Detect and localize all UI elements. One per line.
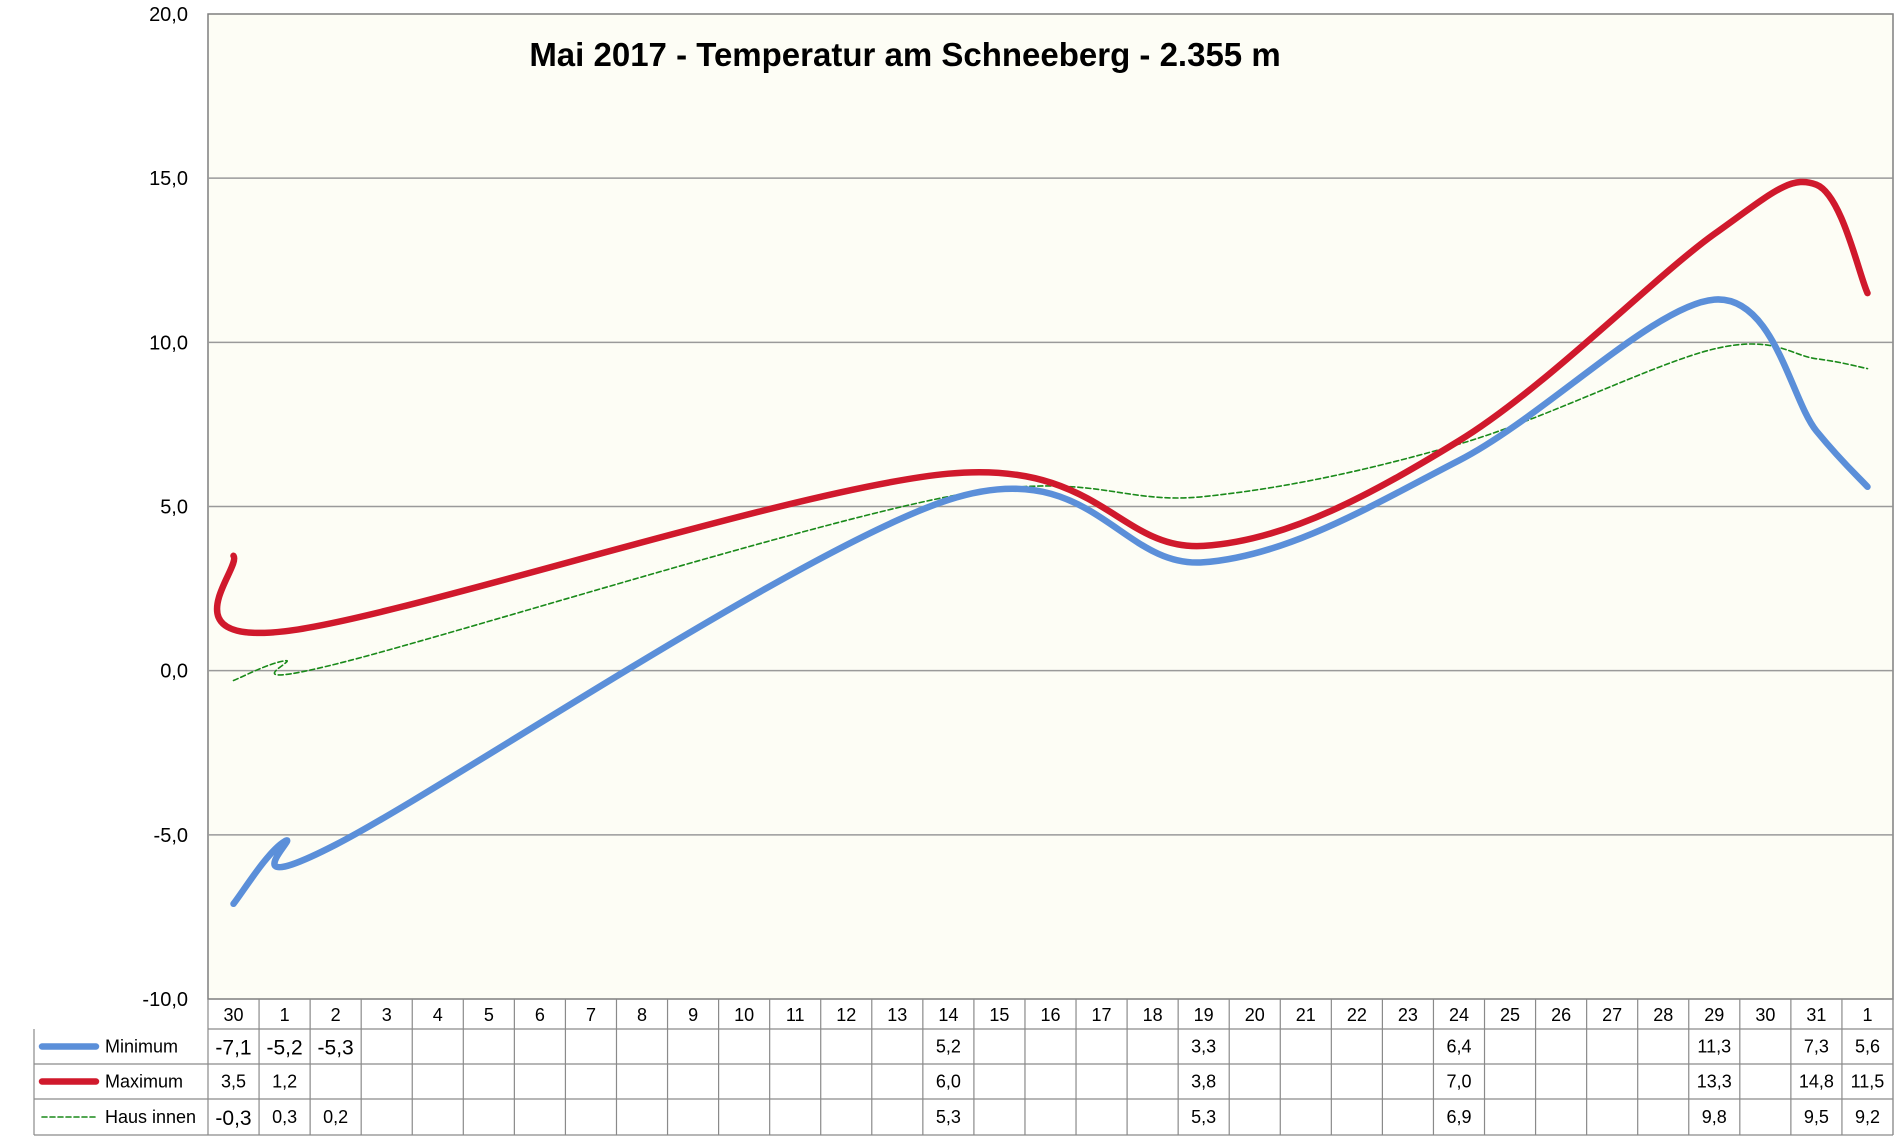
category-label: 31: [1806, 1005, 1826, 1025]
category-label: 9: [688, 1005, 698, 1025]
table-cell-value: 0,2: [323, 1107, 348, 1127]
y-axis-ticks: 20,0 15,0 10,0 5,0 0,0 -5,0 -10,0: [142, 4, 188, 1011]
category-label: 26: [1551, 1005, 1571, 1025]
category-label: 17: [1092, 1005, 1112, 1025]
table-cell-value: 5,3: [936, 1107, 961, 1127]
table-cell-value: 1,2: [272, 1072, 297, 1092]
category-label: 2: [331, 1005, 341, 1025]
y-tick-label: 10,0: [149, 332, 188, 354]
category-label: 22: [1347, 1005, 1367, 1025]
table-cell-value: 7,0: [1446, 1072, 1471, 1092]
table-cell-value: 14,8: [1799, 1072, 1834, 1092]
table-cell-value: 13,3: [1697, 1072, 1732, 1092]
category-label: 15: [989, 1005, 1009, 1025]
data-table: 30 1 2 3 4 5 6 7 8 9 10 11 12 13 14 15 16 17 18 19 20 21 22 23 2…: [33, 14, 1894, 1136]
table-cell-value: 6,4: [1446, 1037, 1471, 1057]
table-cell-value: -5,2: [266, 1037, 302, 1060]
y-tick-label: -10,0: [142, 989, 188, 1011]
category-label: 5: [484, 1005, 494, 1025]
table-cell-value: 9,8: [1702, 1107, 1727, 1127]
category-label: 30: [224, 1005, 244, 1025]
y-tick-label: 5,0: [160, 497, 188, 519]
y-tick-label: 20,0: [149, 4, 188, 26]
table-cell-value: 5,6: [1855, 1037, 1880, 1057]
category-label: 10: [734, 1005, 754, 1025]
category-label: 30: [1755, 1005, 1775, 1025]
category-label: 4: [433, 1005, 443, 1025]
category-label: 16: [1040, 1005, 1060, 1025]
y-tick-label: 0,0: [160, 661, 188, 683]
table-cell-value: 5,3: [1191, 1107, 1216, 1127]
table-cell-value: 3,8: [1191, 1072, 1216, 1092]
category-label: 18: [1143, 1005, 1163, 1025]
category-label: 28: [1653, 1005, 1673, 1025]
category-label: 13: [887, 1005, 907, 1025]
table-cell-value: -5,3: [318, 1037, 354, 1060]
table-cell-value: 7,3: [1804, 1037, 1829, 1057]
series-line-maximum: [213, 178, 1871, 637]
table-cell-value: 9,5: [1804, 1107, 1829, 1127]
legend-label: Maximum: [105, 1072, 183, 1092]
table-cell-value: 11,5: [1851, 1072, 1885, 1092]
category-label: 11: [786, 1005, 805, 1025]
legend-label: Minimum: [105, 1037, 178, 1057]
table-cell-value: 6,9: [1446, 1107, 1471, 1127]
y-tick-label: 15,0: [149, 168, 188, 190]
legend-label: Haus innen: [105, 1107, 196, 1127]
chart-title: Mai 2017 - Temperatur am Schneeberg - 2.…: [529, 36, 1280, 73]
category-label: 1: [280, 1005, 290, 1025]
category-label: 29: [1704, 1005, 1724, 1025]
category-label: 7: [586, 1005, 596, 1025]
table-cell-value: 9,2: [1855, 1107, 1880, 1127]
category-label: 27: [1602, 1005, 1622, 1025]
series-line-haus-innen: [232, 343, 1869, 682]
table-cell-value: 3,5: [221, 1072, 246, 1092]
table-cell-value: 6,0: [936, 1072, 961, 1092]
series-line-minimum: [230, 296, 1871, 908]
table-cell-value: 11,3: [1697, 1037, 1731, 1057]
category-label: 21: [1296, 1005, 1316, 1025]
gridlines: [208, 177, 1893, 836]
category-label: 12: [836, 1005, 856, 1025]
category-label: 8: [637, 1005, 647, 1025]
category-label: 24: [1449, 1005, 1469, 1025]
category-label: 1: [1862, 1005, 1872, 1025]
category-label: 3: [382, 1005, 392, 1025]
table-cell-value: 3,3: [1191, 1037, 1216, 1057]
category-label: 6: [535, 1005, 545, 1025]
category-label: 14: [938, 1005, 958, 1025]
series-lines: [213, 178, 1871, 908]
table-cell-value: -0,3: [215, 1107, 251, 1130]
category-label: 23: [1398, 1005, 1418, 1025]
table-cell-value: -7,1: [215, 1037, 251, 1060]
category-label: 19: [1194, 1005, 1214, 1025]
y-tick-label: -5,0: [154, 825, 188, 847]
table-cell-value: 5,2: [936, 1037, 961, 1057]
category-label: 20: [1245, 1005, 1265, 1025]
category-label: 25: [1500, 1005, 1520, 1025]
table-cell-value: 0,3: [272, 1107, 297, 1127]
